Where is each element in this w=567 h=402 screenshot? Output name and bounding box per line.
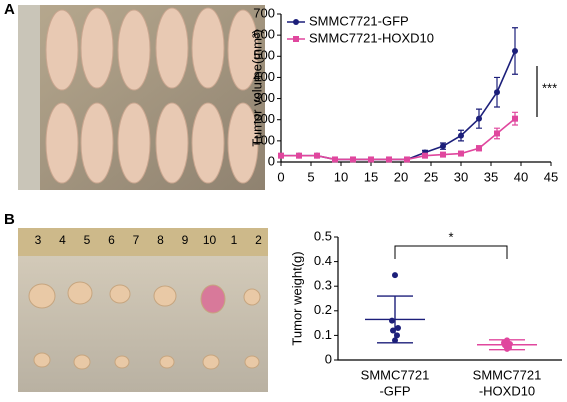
- marker: [476, 115, 482, 122]
- significance-label: ***: [542, 80, 557, 95]
- x-tick-label: 20: [394, 169, 408, 184]
- photo-mice: [18, 5, 265, 190]
- x-tick-label: 40: [514, 169, 528, 184]
- x-tick-label: 5: [307, 169, 314, 184]
- y-tick-label: 0.5: [314, 228, 332, 243]
- marker: [458, 150, 464, 157]
- sd-bar: [377, 295, 413, 344]
- ruler-number: 9: [182, 233, 189, 247]
- y-tick-label: 500: [253, 48, 275, 63]
- legend-label: SMMC7721-GFP: [309, 13, 409, 28]
- ruler-number: 3: [35, 233, 42, 247]
- x-tick-label: -HOXD10: [479, 383, 535, 398]
- x-tick-label: SMMC7721: [473, 367, 542, 382]
- marker: [368, 156, 374, 163]
- panel-label: A: [4, 1, 15, 18]
- ruler-number: 5: [84, 233, 91, 247]
- y-tick-label: 0: [325, 351, 332, 366]
- ruler-number: 2: [255, 233, 262, 247]
- marker: [476, 145, 482, 152]
- y-tick-label: 0.4: [314, 253, 332, 268]
- y-tick-label: 400: [253, 69, 275, 84]
- x-tick-label: 10: [334, 169, 348, 184]
- y-tick-label: 100: [253, 132, 275, 147]
- x-tick-label: 30: [454, 169, 468, 184]
- data-point: [392, 272, 398, 279]
- marker: [512, 48, 518, 54]
- marker: [404, 156, 410, 163]
- ruler-number: 10: [203, 233, 217, 247]
- y-tick-label: 0.2: [314, 302, 332, 317]
- ruler-number: 1: [231, 233, 238, 247]
- legend-label: SMMC7721-HOXD10: [309, 30, 434, 45]
- y-axis-label: Tumor weight(g): [289, 251, 304, 345]
- y-tick-label: 0.1: [314, 327, 332, 342]
- panel-label: B: [4, 211, 15, 228]
- marker: [278, 152, 284, 159]
- marker: [494, 130, 500, 137]
- significance-label: *: [448, 229, 453, 244]
- x-tick-label: 45: [544, 169, 558, 184]
- legend-marker: [293, 19, 299, 25]
- x-tick-label: 0: [277, 169, 284, 184]
- y-tick-label: 0.3: [314, 278, 332, 293]
- marker: [512, 115, 518, 122]
- marker: [314, 152, 320, 159]
- ruler-number: 4: [59, 233, 66, 247]
- marker: [296, 152, 302, 159]
- photo-tumors: [18, 228, 268, 392]
- y-tick-label: 200: [253, 111, 275, 126]
- y-tick-label: 700: [253, 5, 275, 20]
- ruler-number: 8: [157, 233, 164, 247]
- y-axis-label: Tumor volume(mm³): [249, 29, 264, 146]
- data-point: [395, 325, 401, 332]
- marker: [440, 143, 446, 150]
- marker: [458, 132, 464, 139]
- y-tick-label: 600: [253, 27, 275, 42]
- marker: [440, 151, 446, 158]
- ruler-number: 6: [108, 233, 115, 247]
- series-line: [281, 50, 516, 161]
- marker: [350, 156, 356, 163]
- y-tick-label: 300: [253, 90, 275, 105]
- marker: [494, 89, 500, 96]
- data-point: [389, 317, 395, 324]
- y-tick-label: 0: [268, 153, 275, 168]
- significance-bracket: [394, 245, 508, 259]
- x-tick-label: 35: [484, 169, 498, 184]
- legend-marker: [293, 36, 299, 42]
- x-tick-label: -GFP: [379, 383, 410, 398]
- ruler-number: 7: [133, 233, 140, 247]
- x-tick-label: 25: [424, 169, 438, 184]
- axis: [337, 237, 562, 361]
- marker: [422, 152, 428, 159]
- x-tick-label: 15: [364, 169, 378, 184]
- marker: [332, 156, 338, 163]
- x-tick-label: SMMC7721: [361, 367, 430, 382]
- marker: [386, 156, 392, 163]
- sd-bar: [489, 339, 525, 351]
